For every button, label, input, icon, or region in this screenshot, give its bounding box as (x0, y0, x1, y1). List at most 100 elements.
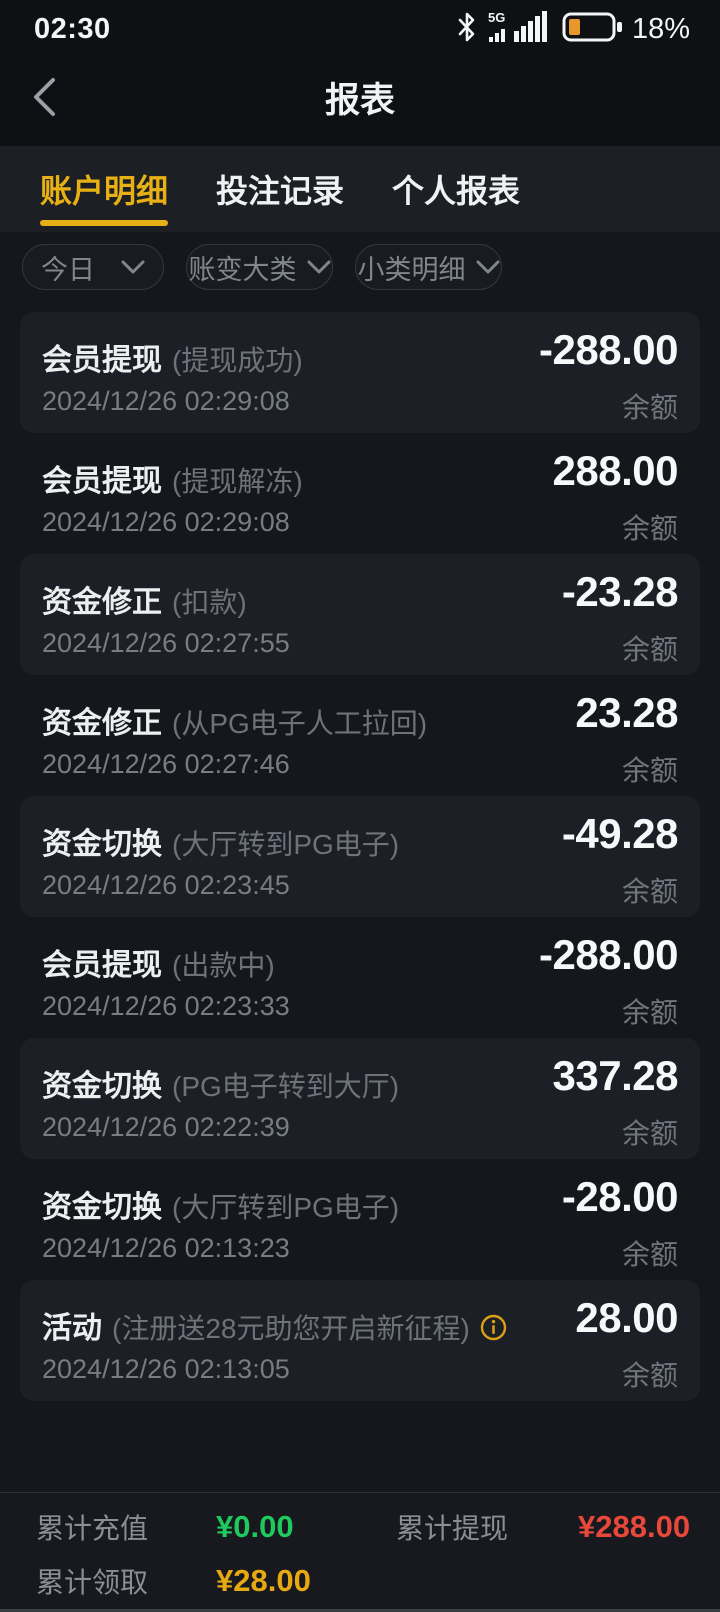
transaction-row[interactable]: 会员提现 (提现解冻) 288.00 2024/12/26 02:29:08 余… (20, 433, 700, 554)
transaction-main-line: 会员提现 (出款中) -288.00 (42, 931, 678, 985)
balance-label: 余额 (621, 876, 678, 907)
date-filter-dropdown[interactable]: 今日 (22, 244, 164, 290)
transaction-sub-line: 2024/12/26 02:27:55 余额 (42, 628, 678, 668)
transaction-type: 资金修正 (42, 707, 162, 740)
transaction-amount: -23.28 (561, 568, 679, 615)
total-bonus-label: 累计领取 (36, 1567, 149, 1598)
summary-bar: 累计充值 ¥0.00 累计提现 ¥288.00 累计领取 ¥28.00 (0, 1492, 720, 1612)
transaction-row[interactable]: 资金切换 (大厅转到PG电子) -28.00 2024/12/26 02:13:… (20, 1159, 700, 1280)
transaction-datetime: 2024/12/26 02:22:39 (42, 1112, 290, 1142)
transaction-datetime: 2024/12/26 02:29:08 (42, 507, 290, 537)
total-deposit-value: ¥0.00 (216, 1509, 294, 1544)
transaction-main-line: 资金修正 (从PG电子人工拉回) 23.28 (42, 689, 678, 743)
transaction-type: 活动 (42, 1312, 102, 1345)
info-icon[interactable] (480, 1314, 507, 1346)
transaction-list: 会员提现 (提现成功) -288.00 2024/12/26 02:29:08 … (0, 312, 720, 1401)
transaction-datetime: 2024/12/26 02:27:55 (42, 628, 290, 658)
transaction-type: 会员提现 (42, 344, 162, 377)
transaction-subtype: (出款中) (172, 950, 275, 981)
transaction-type: 资金切换 (42, 1070, 162, 1103)
category-filter-dropdown[interactable]: 账变大类 (186, 244, 333, 290)
balance-label: 余额 (621, 1360, 678, 1391)
subcategory-filter-label: 小类明细 (357, 254, 466, 285)
transaction-subtype: (提现解冻) (172, 466, 303, 497)
transaction-subtype: (提现成功) (172, 345, 303, 376)
transaction-datetime: 2024/12/26 02:29:08 (42, 386, 290, 416)
transaction-row[interactable]: 资金切换 (大厅转到PG电子) -49.28 2024/12/26 02:23:… (20, 796, 700, 917)
transaction-row[interactable]: 活动 (注册送28元助您开启新征程) 28.00 2024/12/26 02:1… (20, 1280, 700, 1401)
transaction-subtype: (大厅转到PG电子) (172, 829, 400, 860)
transaction-amount: 28.00 (575, 1294, 678, 1341)
transaction-type: 资金切换 (42, 828, 162, 861)
battery-percent: 18% (631, 12, 690, 45)
back-button[interactable] (14, 48, 74, 146)
transaction-datetime: 2024/12/26 02:23:45 (42, 870, 290, 900)
transaction-subtype: (扣款) (172, 587, 247, 618)
transaction-sub-line: 2024/12/26 02:13:23 余额 (42, 1233, 678, 1273)
subcategory-filter-dropdown[interactable]: 小类明细 (355, 244, 502, 290)
tab-account-detail[interactable]: 账户明细 (40, 146, 169, 232)
tab-bet-records[interactable]: 投注记录 (216, 173, 345, 209)
balance-label: 余额 (621, 634, 678, 665)
transaction-amount: 288.00 (552, 447, 679, 494)
transaction-sub-line: 2024/12/26 02:23:33 余额 (42, 991, 678, 1031)
transaction-subtype: (注册送28元助您开启新征程) (112, 1313, 470, 1344)
date-filter-label: 今日 (41, 254, 95, 285)
total-withdraw-label: 累计提现 (396, 1513, 509, 1544)
transaction-type: 资金修正 (42, 586, 162, 619)
transaction-row[interactable]: 资金修正 (扣款) -23.28 2024/12/26 02:27:55 余额 (20, 554, 700, 675)
transaction-amount: 23.28 (575, 689, 678, 736)
balance-label: 余额 (621, 513, 678, 544)
status-icons: 5G 18% (454, 9, 690, 50)
transaction-sub-line: 2024/12/26 02:29:08 余额 (42, 507, 678, 547)
status-bar: 02:30 5G (0, 0, 720, 48)
clock: 02:30 (34, 12, 111, 45)
battery-icon (562, 11, 624, 48)
transaction-amount: -288.00 (539, 326, 678, 373)
transaction-main-line: 会员提现 (提现成功) -288.00 (42, 326, 678, 380)
transaction-subtype: (大厅转到PG电子) (172, 1192, 400, 1223)
transaction-row[interactable]: 资金修正 (从PG电子人工拉回) 23.28 2024/12/26 02:27:… (20, 675, 700, 796)
filter-bar: 今日 账变大类 小类明细 (0, 232, 720, 294)
total-withdraw-value: ¥288.00 (578, 1509, 691, 1544)
bluetooth-icon (454, 10, 480, 49)
total-bonus-value: ¥28.00 (216, 1563, 311, 1598)
transaction-subtype: (PG电子转到大厅) (172, 1071, 400, 1102)
transaction-main-line: 资金修正 (扣款) -23.28 (42, 568, 679, 622)
chevron-down-icon (307, 260, 331, 274)
transaction-sub-line: 2024/12/26 02:27:46 余额 (42, 749, 678, 789)
transaction-sub-line: 2024/12/26 02:29:08 余额 (42, 386, 678, 426)
balance-label: 余额 (621, 997, 678, 1028)
transaction-datetime: 2024/12/26 02:13:23 (42, 1233, 290, 1263)
transaction-main-line: 会员提现 (提现解冻) 288.00 (42, 447, 679, 501)
bottom-divider (0, 1609, 720, 1612)
balance-label: 余额 (621, 755, 678, 786)
category-filter-label: 账变大类 (188, 254, 297, 285)
page-title: 报表 (324, 80, 395, 120)
header: 报表 (0, 48, 720, 146)
chevron-down-icon (121, 260, 145, 274)
transaction-type: 资金切换 (42, 1191, 162, 1224)
balance-label: 余额 (621, 1239, 678, 1270)
transaction-amount: -288.00 (539, 931, 678, 978)
transaction-row[interactable]: 会员提现 (提现成功) -288.00 2024/12/26 02:29:08 … (20, 312, 700, 433)
balance-label: 余额 (621, 1118, 678, 1149)
chevron-left-icon (34, 78, 55, 116)
summary-grid: 累计充值 ¥0.00 累计提现 ¥288.00 累计领取 ¥28.00 (36, 1507, 690, 1601)
transaction-amount: -49.28 (561, 810, 679, 857)
transaction-row[interactable]: 会员提现 (出款中) -288.00 2024/12/26 02:23:33 余… (20, 917, 700, 1038)
transaction-main-line: 资金切换 (大厅转到PG电子) -49.28 (42, 810, 679, 864)
transaction-datetime: 2024/12/26 02:13:05 (42, 1354, 290, 1384)
transaction-subtype: (从PG电子人工拉回) (172, 708, 428, 739)
svg-text:5G: 5G (488, 10, 505, 25)
transaction-datetime: 2024/12/26 02:23:33 (42, 991, 290, 1021)
transaction-main-line: 活动 (注册送28元助您开启新征程) 28.00 (42, 1294, 678, 1348)
transaction-amount: 337.28 (552, 1052, 679, 1099)
cellular-signal-icon: 5G (488, 9, 554, 50)
transaction-row[interactable]: 资金切换 (PG电子转到大厅) 337.28 2024/12/26 02:22:… (20, 1038, 700, 1159)
transaction-sub-line: 2024/12/26 02:13:05 余额 (42, 1354, 678, 1394)
tab-personal-report[interactable]: 个人报表 (392, 173, 521, 209)
transaction-datetime: 2024/12/26 02:27:46 (42, 749, 290, 779)
total-deposit-label: 累计充值 (36, 1513, 149, 1544)
